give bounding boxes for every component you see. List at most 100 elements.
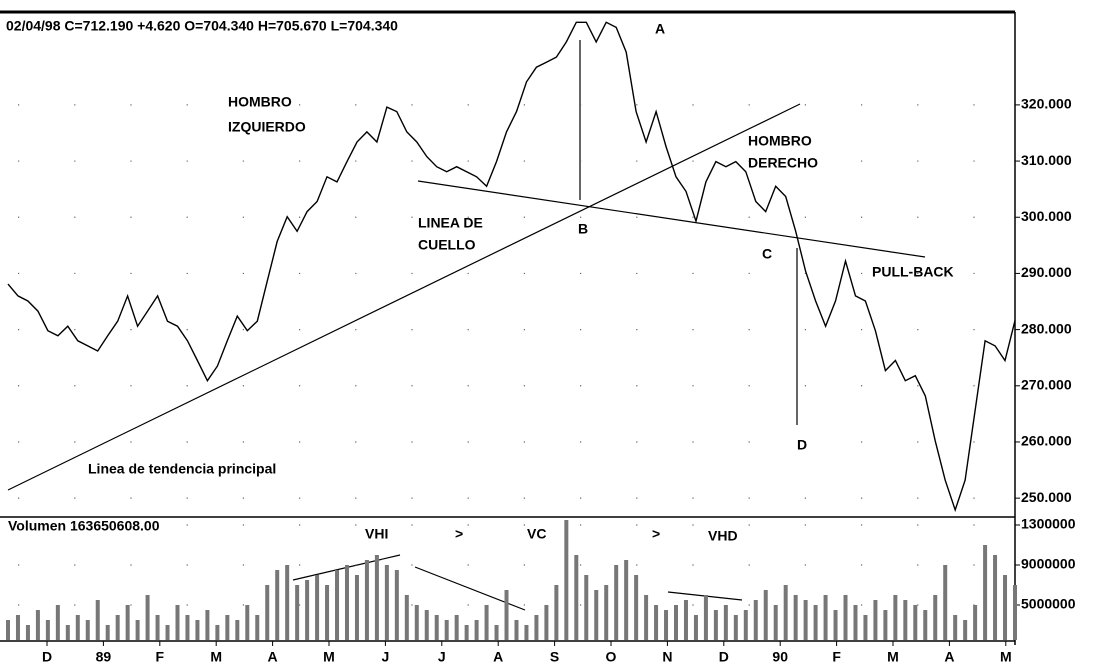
volume-bar	[903, 600, 908, 640]
x-tick-label: J	[438, 649, 446, 665]
volume-bar	[953, 615, 958, 640]
volume-bar	[394, 570, 399, 640]
volume-bar	[594, 590, 599, 640]
x-tick-label: N	[662, 649, 672, 665]
volume-bar	[893, 595, 898, 640]
volume-bar	[514, 620, 519, 640]
volume-bar	[773, 605, 778, 640]
volume-bar	[165, 625, 170, 640]
y-tick-label: 9000000	[1021, 556, 1076, 572]
volume-bar	[614, 565, 619, 640]
x-tick-label: D	[42, 649, 52, 665]
volume-bar	[803, 600, 808, 640]
volume-bar	[1013, 585, 1017, 640]
volume-bar	[195, 620, 200, 640]
volume-bar	[135, 620, 140, 640]
volume-bar	[813, 605, 818, 640]
x-tick-label: M	[887, 649, 899, 665]
volume-bar	[933, 595, 938, 640]
volume-bar	[524, 625, 529, 640]
volume-bar	[723, 605, 728, 640]
volume-bar	[15, 615, 20, 640]
volume-bar	[155, 615, 160, 640]
x-tick-label: M	[210, 649, 222, 665]
volume-bar	[883, 610, 888, 640]
x-tick-label: A	[944, 649, 954, 665]
annotation: DERECHO	[748, 155, 818, 171]
x-tick-label: S	[550, 649, 559, 665]
volume-bar	[45, 620, 50, 640]
volume-bar	[703, 595, 708, 640]
x-tick-label: O	[606, 649, 617, 665]
volume-bar	[344, 565, 349, 640]
volume-bar	[743, 610, 748, 640]
volume-bar	[504, 590, 509, 640]
annotation: VHI	[365, 526, 388, 542]
volume-bar	[215, 625, 220, 640]
volume-bar	[6, 620, 10, 640]
y-tick-label: 300.000	[1021, 208, 1072, 224]
volume-bar	[275, 570, 280, 640]
annotation: CUELLO	[418, 237, 476, 253]
volume-bar	[205, 610, 210, 640]
volume-bar	[544, 605, 549, 640]
volume-bar	[414, 605, 419, 640]
volume-bar	[664, 610, 669, 640]
volume-bar	[95, 600, 100, 640]
volume-bar	[315, 575, 320, 640]
y-tick-label: 260.000	[1021, 433, 1072, 449]
volume-bar	[115, 615, 120, 640]
volume-bar	[75, 615, 80, 640]
annotation: HOMBRO	[748, 133, 812, 149]
x-tick-label: 90	[772, 649, 788, 665]
annotation: >	[652, 526, 660, 542]
y-tick-label: 290.000	[1021, 264, 1072, 280]
x-tick-label: 89	[96, 649, 112, 665]
volume-bar	[863, 615, 868, 640]
trend-line	[7, 103, 801, 491]
volume-bar	[693, 615, 698, 640]
annotation: PULL-BACK	[872, 264, 954, 280]
volume-bar	[185, 615, 190, 640]
annotation: HOMBRO	[228, 94, 292, 110]
volume-bar	[873, 600, 878, 640]
volume-bar	[454, 615, 459, 640]
annotation: LINEA DE	[418, 215, 483, 231]
volume-bar	[255, 615, 260, 640]
annotation: IZQUIERDO	[228, 119, 306, 135]
y-tick-label: 250.000	[1021, 489, 1072, 505]
volume-bar	[354, 575, 359, 640]
volume-bar	[833, 610, 838, 640]
x-tick-label: A	[268, 649, 278, 665]
annotation: >	[455, 526, 463, 542]
volume-bar	[265, 585, 270, 640]
volume-bar	[853, 605, 858, 640]
volume-bar	[55, 605, 60, 640]
volume-bar	[295, 585, 300, 640]
volume-bar	[464, 625, 469, 640]
volume-bar	[424, 610, 429, 640]
y-tick-label: 310.000	[1021, 152, 1072, 168]
y-tick-label: 280.000	[1021, 320, 1072, 336]
volume-bar	[913, 605, 918, 640]
annotation: VC	[527, 526, 546, 542]
annotation: Linea de tendencia principal	[88, 461, 276, 477]
x-tick-label: F	[832, 649, 841, 665]
annotation: C	[762, 246, 772, 262]
volume-bar	[564, 520, 569, 640]
volume-bar	[534, 615, 539, 640]
volume-bar	[963, 620, 968, 640]
volume-bar	[404, 595, 409, 640]
volume-bar	[384, 565, 389, 640]
x-tick-label: J	[382, 649, 390, 665]
neckline	[417, 180, 926, 258]
y-tick-label: 5000000	[1021, 596, 1076, 612]
volume-bar	[235, 620, 240, 640]
volume-bar	[823, 595, 828, 640]
volume-bar	[683, 600, 688, 640]
volume-bar	[923, 610, 928, 640]
volume-bar	[783, 585, 788, 640]
volume-bar	[105, 625, 110, 640]
